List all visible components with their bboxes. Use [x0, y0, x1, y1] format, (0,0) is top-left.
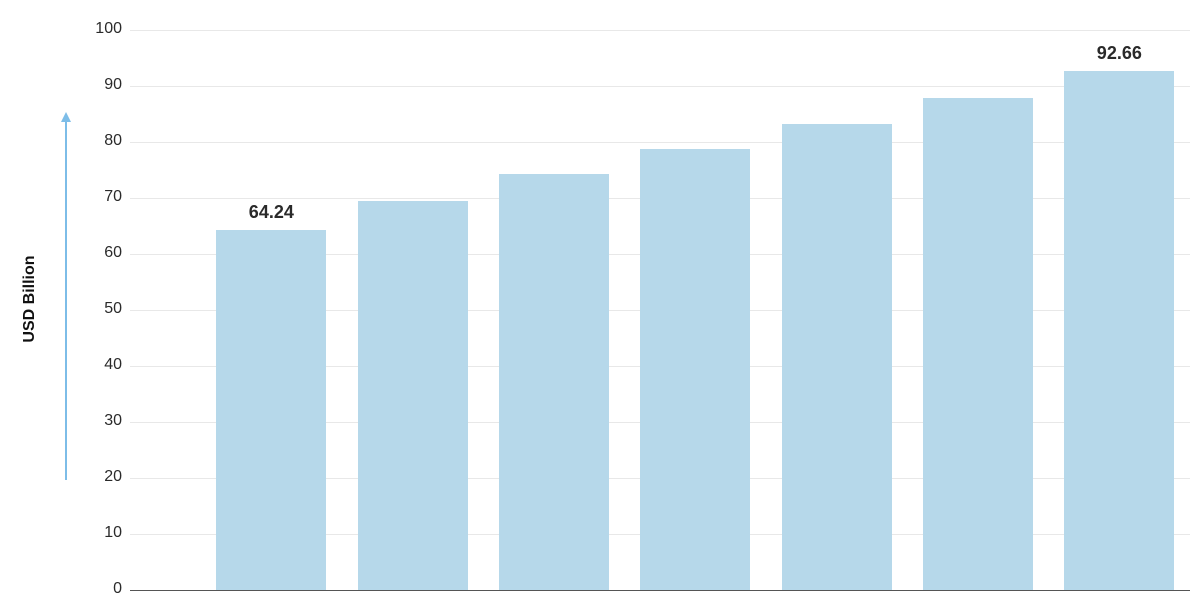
- y-tick-label: 10: [80, 524, 122, 542]
- y-tick-label: 20: [80, 468, 122, 486]
- plot-area: 010203040506070809010064.2492.66: [130, 30, 1190, 590]
- bar: [782, 124, 892, 590]
- y-tick-label: 90: [80, 76, 122, 94]
- y-tick-label: 80: [80, 132, 122, 150]
- y-axis-arrow-icon: [65, 120, 67, 480]
- gridline: [130, 86, 1190, 87]
- bar: [358, 201, 468, 590]
- y-tick-label: 100: [80, 20, 122, 38]
- y-tick-label: 0: [80, 580, 122, 598]
- bar: [923, 98, 1033, 590]
- bar: [499, 174, 609, 590]
- bar-value-label: 64.24: [249, 202, 294, 223]
- bar: [640, 149, 750, 590]
- bar: [216, 230, 326, 590]
- y-tick-label: 30: [80, 412, 122, 430]
- bar-value-label: 92.66: [1097, 43, 1142, 64]
- y-tick-label: 40: [80, 356, 122, 374]
- gridline: [130, 30, 1190, 31]
- y-tick-label: 50: [80, 300, 122, 318]
- y-axis-label: USD Billion: [21, 249, 39, 349]
- bar: [1064, 71, 1174, 590]
- bar-chart: USD Billion 0 10 20 30 40 50 60 70 80 90 100 64.24 9…: [0, 0, 1200, 600]
- y-tick-label: 70: [80, 188, 122, 206]
- y-tick-label: 60: [80, 244, 122, 262]
- x-axis-line: [130, 590, 1190, 591]
